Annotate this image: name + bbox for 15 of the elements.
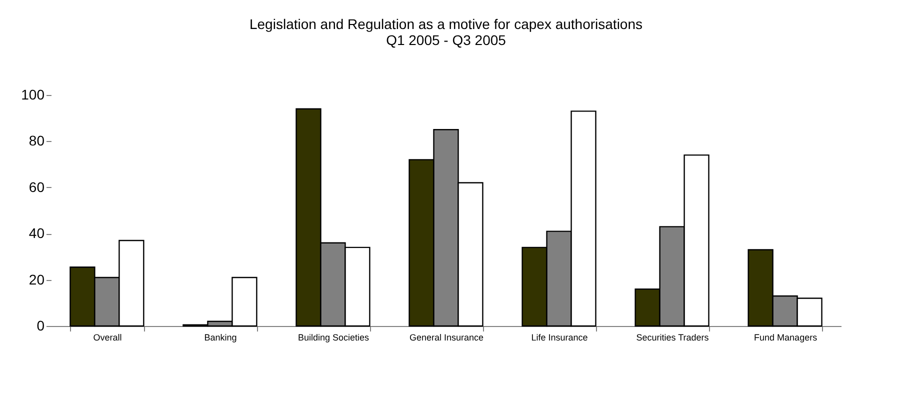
- y-tick-label: 0: [36, 318, 45, 334]
- x-tick-label: Banking: [204, 332, 237, 342]
- x-tick-label: Life Insurance: [531, 332, 588, 342]
- y-tick-label: 60: [28, 178, 45, 195]
- y-tick-label: 100: [21, 86, 45, 102]
- x-tick-label: Securities Traders: [636, 332, 710, 342]
- x-tick-label: Fund Managers: [754, 332, 818, 342]
- y-tick-label: 80: [28, 132, 45, 149]
- chart-title: Legislation and Regulation as a motive for capex authorisations: [249, 16, 643, 32]
- x-tick-label: General Insurance: [409, 332, 484, 342]
- y-tick-label: 40: [28, 225, 45, 242]
- chart-subtitle: Q1 2005 - Q3 2005: [386, 32, 506, 48]
- x-tick-label: Overall: [93, 332, 122, 342]
- y-tick-label: 20: [28, 271, 45, 288]
- x-tick-label: Building Societies: [298, 332, 370, 342]
